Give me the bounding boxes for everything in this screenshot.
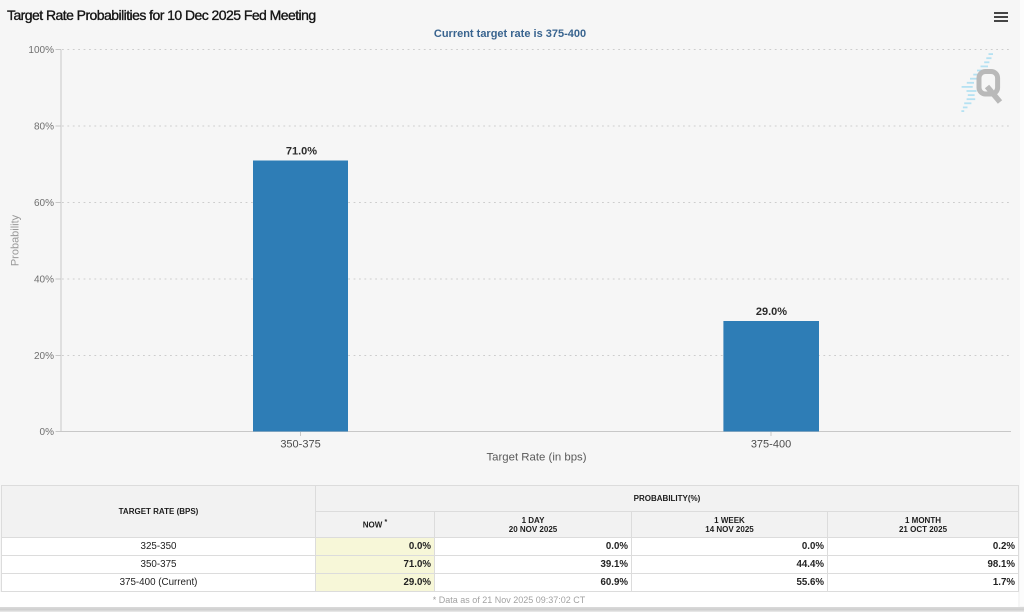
svg-text:80%: 80% <box>34 122 54 133</box>
svg-text:350-375: 350-375 <box>280 439 320 451</box>
svg-text:Probability: Probability <box>10 214 22 266</box>
svg-text:20%: 20% <box>34 351 54 362</box>
svg-text:100%: 100% <box>28 45 54 56</box>
svg-text:71.0%: 71.0% <box>286 146 317 158</box>
svg-text:40%: 40% <box>34 275 54 286</box>
svg-text:29.0%: 29.0% <box>756 306 787 318</box>
svg-text:Target Rate (in bps): Target Rate (in bps) <box>486 452 586 464</box>
svg-text:375-400: 375-400 <box>751 439 791 451</box>
svg-text:0%: 0% <box>40 427 55 438</box>
svg-text:60%: 60% <box>34 198 54 209</box>
